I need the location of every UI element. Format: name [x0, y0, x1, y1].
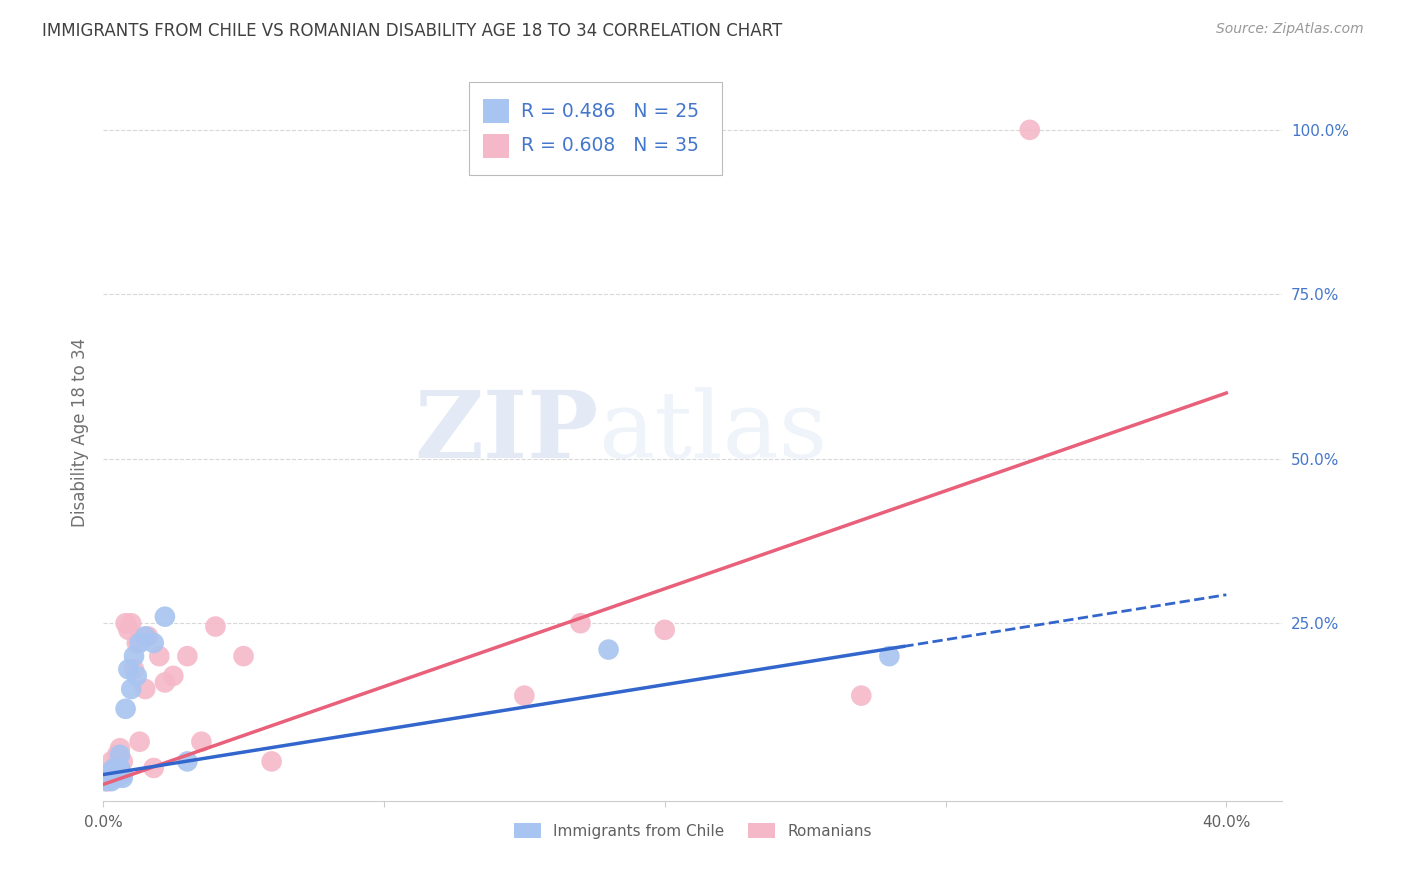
Point [94, 774, 117, 789]
Point [176, 649, 198, 664]
Point [117, 662, 139, 676]
Point [232, 649, 254, 664]
Text: R = 0.486   N = 25: R = 0.486 N = 25 [520, 102, 699, 120]
Point [598, 642, 620, 657]
FancyBboxPatch shape [468, 82, 723, 175]
Point [1018, 123, 1040, 137]
Point [851, 689, 873, 703]
Point [114, 616, 136, 631]
Point [111, 755, 134, 769]
Point [134, 629, 156, 643]
Point [142, 761, 165, 775]
Point [103, 761, 125, 775]
Point [105, 747, 128, 762]
Point [513, 689, 536, 703]
FancyBboxPatch shape [482, 134, 509, 158]
Text: atlas: atlas [599, 387, 828, 477]
Point [117, 623, 139, 637]
Text: Source: ZipAtlas.com: Source: ZipAtlas.com [1216, 22, 1364, 37]
Point [94, 767, 117, 781]
Point [120, 681, 142, 696]
Point [190, 734, 212, 748]
Point [100, 764, 122, 779]
Point [108, 747, 131, 762]
Point [204, 619, 226, 633]
Point [108, 761, 131, 775]
Point [148, 649, 170, 664]
Point [111, 767, 134, 781]
Point [176, 755, 198, 769]
Point [125, 636, 148, 650]
Point [128, 636, 150, 650]
Point [103, 767, 125, 781]
Point [122, 662, 145, 676]
Point [108, 741, 131, 756]
Point [97, 771, 120, 785]
Y-axis label: Disability Age 18 to 34: Disability Age 18 to 34 [72, 338, 89, 527]
Point [128, 734, 150, 748]
Legend: Immigrants from Chile, Romanians: Immigrants from Chile, Romanians [508, 817, 877, 845]
Point [97, 764, 120, 779]
Point [114, 702, 136, 716]
Point [153, 675, 176, 690]
FancyBboxPatch shape [482, 99, 509, 123]
Point [100, 755, 122, 769]
Point [120, 616, 142, 631]
Point [654, 623, 676, 637]
Point [105, 764, 128, 779]
Point [105, 771, 128, 785]
Point [100, 774, 122, 789]
Point [136, 629, 159, 643]
Point [100, 767, 122, 781]
Point [103, 771, 125, 785]
Point [569, 616, 592, 631]
Point [103, 761, 125, 775]
Point [142, 636, 165, 650]
Point [105, 767, 128, 781]
Point [125, 669, 148, 683]
Text: R = 0.608   N = 35: R = 0.608 N = 35 [520, 136, 699, 155]
Point [94, 774, 117, 789]
Point [111, 771, 134, 785]
Point [153, 609, 176, 624]
Point [122, 649, 145, 664]
Point [97, 767, 120, 781]
Point [97, 774, 120, 789]
Text: ZIP: ZIP [415, 387, 599, 477]
Text: IMMIGRANTS FROM CHILE VS ROMANIAN DISABILITY AGE 18 TO 34 CORRELATION CHART: IMMIGRANTS FROM CHILE VS ROMANIAN DISABI… [42, 22, 782, 40]
Point [879, 649, 901, 664]
Point [260, 755, 283, 769]
Point [108, 767, 131, 781]
Point [134, 681, 156, 696]
Point [162, 669, 184, 683]
